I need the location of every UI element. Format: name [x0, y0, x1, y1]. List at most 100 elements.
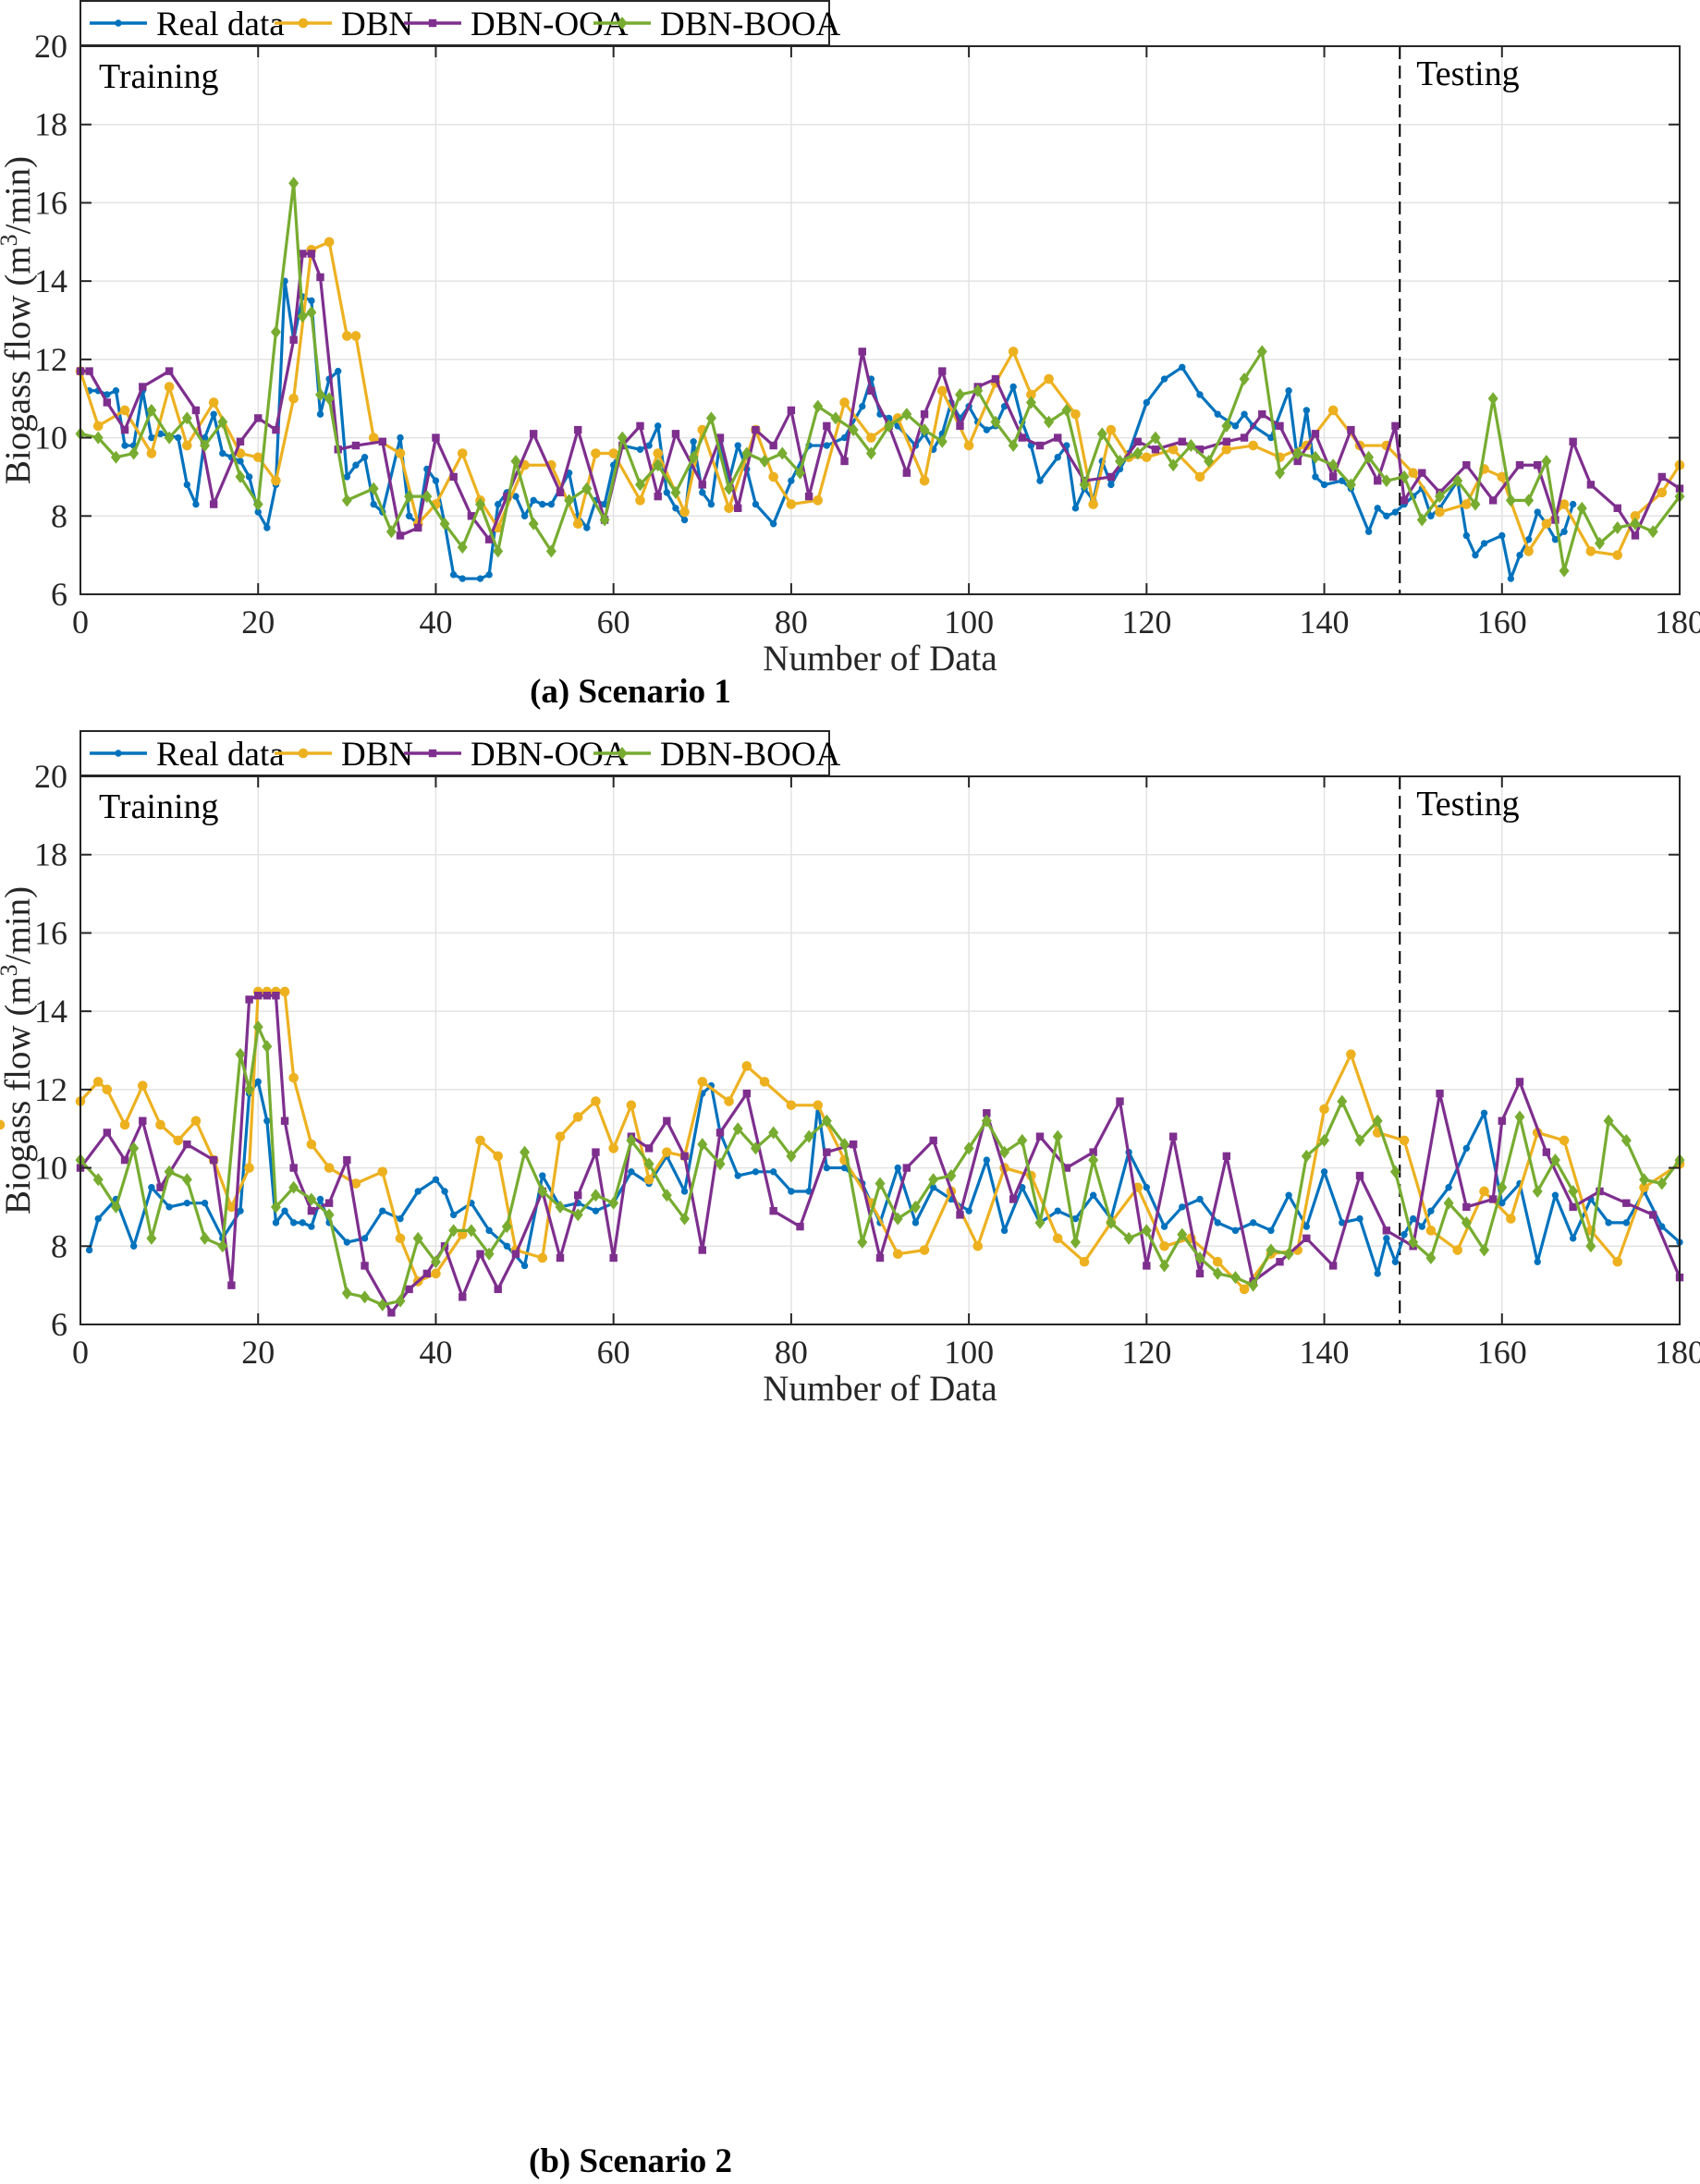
y-tick-label: 12 [34, 341, 67, 378]
data-point [1150, 431, 1161, 445]
data-point [324, 1208, 335, 1222]
data-point [928, 1173, 939, 1187]
data-point [1276, 421, 1284, 431]
data-point [156, 1183, 165, 1191]
data-point [707, 500, 715, 508]
data-point [1559, 564, 1570, 578]
data-point [1292, 446, 1303, 460]
data-point [377, 1166, 388, 1177]
data-point [679, 506, 690, 518]
data-point [1283, 1247, 1294, 1261]
data-point [165, 1203, 173, 1211]
data-point [1559, 499, 1570, 509]
data-point [1036, 477, 1044, 484]
data-point [1196, 1195, 1204, 1203]
data-point [235, 470, 246, 483]
training-label: Training [99, 787, 219, 826]
data-point [1293, 457, 1302, 466]
data-point [1622, 1219, 1631, 1226]
legend-item: Real data [90, 736, 285, 774]
data-point [1212, 1266, 1223, 1280]
data-point [457, 448, 468, 458]
data-point [520, 512, 529, 519]
data-point [510, 454, 521, 468]
data-point [1418, 469, 1426, 477]
data-point [217, 1239, 228, 1253]
legend-label: Real data [156, 6, 285, 43]
data-point [1107, 472, 1116, 482]
data-point [823, 421, 831, 431]
data-point [494, 1285, 502, 1294]
data-point [385, 525, 397, 539]
data-point [511, 1250, 520, 1258]
data-point [769, 441, 777, 450]
data-point [244, 1082, 255, 1096]
data-point [583, 524, 591, 531]
data-point [103, 398, 112, 407]
data-point [1310, 450, 1321, 464]
data-point [1631, 531, 1640, 540]
data-point [466, 1224, 477, 1238]
data-point [192, 500, 200, 508]
data-point [1427, 1207, 1435, 1214]
data-point [983, 426, 991, 433]
data-point [1568, 1184, 1579, 1198]
data-point [1479, 1243, 1490, 1257]
data-point [769, 1168, 777, 1176]
data-point [823, 442, 831, 449]
data-point [618, 441, 627, 450]
data-point [1054, 1207, 1061, 1214]
data-point [672, 505, 679, 512]
data-point [412, 1231, 423, 1245]
data-point [866, 433, 876, 443]
data-point [432, 477, 440, 484]
data-point [715, 1157, 726, 1171]
x-tick-label: 60 [597, 604, 630, 641]
data-point [120, 1155, 129, 1165]
y-tick-label: 20 [34, 758, 67, 795]
legend-marker [617, 17, 628, 30]
data-point [823, 1164, 831, 1172]
data-point [1061, 403, 1072, 417]
x-tick-label: 100 [944, 1334, 994, 1371]
data-point [919, 1245, 930, 1255]
data-point [991, 374, 1000, 384]
legend: Real data DBN DBN-OOA DBN-BOOA [79, 0, 841, 46]
data-point [1516, 551, 1523, 559]
data-point [1133, 437, 1142, 446]
data-point [1461, 1215, 1472, 1229]
data-point [360, 1290, 371, 1304]
data-point [902, 1164, 911, 1172]
data-point [1355, 1171, 1364, 1180]
data-point [1425, 1251, 1437, 1264]
data-point [503, 492, 511, 501]
data-point [289, 1219, 298, 1226]
data-point [448, 1224, 459, 1238]
data-point [148, 1184, 155, 1191]
data-point [1648, 1211, 1657, 1219]
data-point [1408, 1236, 1419, 1250]
data-point [750, 1141, 761, 1155]
data-point [1328, 472, 1338, 482]
data-point [628, 1168, 635, 1176]
data-point [902, 469, 911, 477]
y-tick-label: 10 [34, 420, 67, 457]
data-point [1303, 1223, 1311, 1230]
data-point [1276, 1258, 1284, 1266]
data-point [503, 1242, 511, 1250]
data-point [768, 471, 778, 482]
data-point [901, 408, 912, 421]
data-point [110, 1200, 121, 1214]
y-tick-label: 6 [51, 576, 67, 613]
x-tick-label: 80 [775, 1334, 808, 1371]
data-point [653, 448, 664, 458]
data-point [920, 409, 929, 419]
data-point [636, 445, 644, 453]
data-point [1088, 499, 1098, 509]
data-point [227, 1281, 236, 1289]
data-point [1630, 517, 1641, 531]
data-point [263, 524, 271, 531]
data-point [254, 414, 263, 422]
data-point [1560, 528, 1568, 535]
data-point [1179, 363, 1186, 372]
